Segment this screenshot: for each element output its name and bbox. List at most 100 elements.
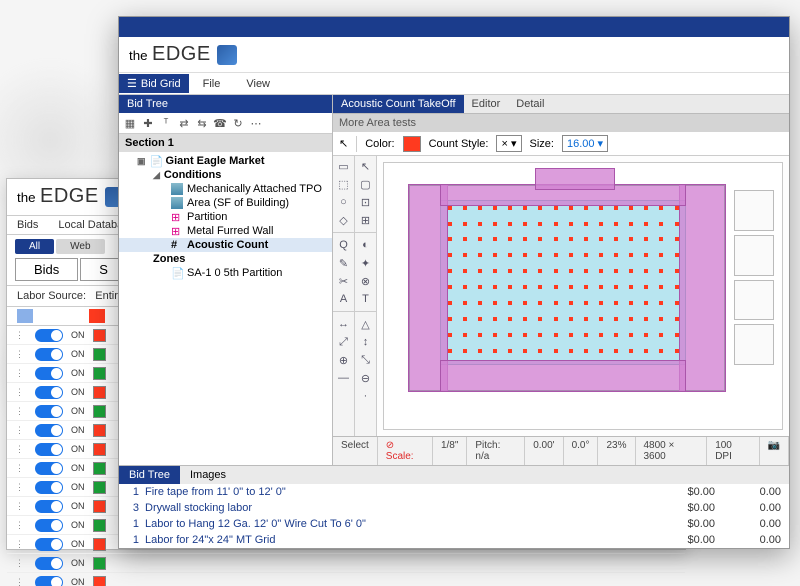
tool-icon[interactable]: ✚: [141, 116, 155, 130]
toggle-switch[interactable]: [35, 329, 63, 342]
pill-web[interactable]: Web: [56, 239, 104, 254]
vtool-icon[interactable]: ⊞: [358, 212, 374, 228]
cursor-icon[interactable]: ↖: [339, 137, 348, 150]
vtool-icon[interactable]: Q: [336, 237, 352, 253]
cell-bids[interactable]: Bids: [15, 258, 78, 281]
status-select[interactable]: Select: [333, 437, 378, 465]
vtool-icon[interactable]: ↕: [358, 334, 374, 350]
color-square[interactable]: [93, 519, 106, 532]
vtool-icon[interactable]: ⊖: [358, 370, 374, 386]
tool-icon[interactable]: ᵀ: [159, 116, 173, 130]
menu-view[interactable]: View: [234, 75, 282, 93]
vtool-icon[interactable]: ✎: [336, 255, 352, 271]
toggle-switch[interactable]: [35, 557, 63, 570]
color-square[interactable]: [93, 481, 106, 494]
toggle-switch[interactable]: [35, 367, 63, 380]
toggle-switch[interactable]: [35, 500, 63, 513]
color-swatch[interactable]: [403, 136, 421, 152]
vtool-icon[interactable]: ○: [336, 194, 352, 210]
count-marker: [584, 317, 588, 321]
pill-all[interactable]: All: [15, 239, 54, 254]
color-square[interactable]: [93, 462, 106, 475]
list-item[interactable]: 1Labor to Hang 12 Ga. 12' 0" Wire Cut To…: [119, 516, 789, 532]
tab-acoustic-count-takeoff[interactable]: Acoustic Count TakeOff: [333, 95, 464, 113]
toggle-switch[interactable]: [35, 348, 63, 361]
tree-node[interactable]: #Acoustic Count: [119, 238, 332, 252]
tab-bids[interactable]: Bids: [7, 216, 48, 234]
count-marker: [554, 349, 558, 353]
vtool-icon[interactable]: ▢: [358, 176, 374, 192]
bottom-tab-images[interactable]: Images: [180, 466, 236, 484]
tool-icon[interactable]: ⋯: [249, 116, 263, 130]
vtool-icon[interactable]: ↖: [358, 158, 374, 174]
list-item[interactable]: 1Labor for 24"x 24" MT Grid$0.000.00: [119, 532, 789, 548]
vtool-icon[interactable]: ◐: [358, 237, 374, 253]
count-marker: [554, 222, 558, 226]
color-square[interactable]: [93, 405, 106, 418]
tree-node[interactable]: ⊞Metal Furred Wall: [119, 224, 332, 238]
vtool-icon[interactable]: ⊗: [358, 273, 374, 289]
toggle-switch[interactable]: [35, 538, 63, 551]
vtool-icon[interactable]: ◇: [336, 212, 352, 228]
toggle-switch[interactable]: [35, 424, 63, 437]
color-square[interactable]: [93, 348, 106, 361]
count-style-select[interactable]: × ▾: [496, 135, 521, 152]
toggle-switch[interactable]: [35, 462, 63, 475]
vtool-icon[interactable]: T: [358, 291, 374, 307]
properties-row: ↖ Color: Count Style: × ▾ Size: 16.00 ▾: [333, 132, 789, 156]
color-square[interactable]: [93, 424, 106, 437]
menu-file[interactable]: File: [191, 75, 233, 93]
bottom-tab-bid-tree[interactable]: Bid Tree: [119, 466, 180, 484]
toggle-switch[interactable]: [35, 519, 63, 532]
vtool-icon[interactable]: ⊡: [358, 194, 374, 210]
vtool-icon[interactable]: ⤢: [336, 334, 352, 350]
drawing-canvas[interactable]: [377, 156, 789, 436]
list-item[interactable]: 1Fire tape from 11' 0" to 12' 0"$0.000.0…: [119, 484, 789, 500]
vtool-icon[interactable]: ✦: [358, 255, 374, 271]
toggle-switch[interactable]: [35, 386, 63, 399]
vtool-icon[interactable]: ·: [358, 388, 374, 404]
tab-editor[interactable]: Editor: [464, 95, 509, 113]
color-square[interactable]: [93, 538, 106, 551]
toggle-switch[interactable]: [35, 481, 63, 494]
tool-icon[interactable]: ▦: [123, 116, 137, 130]
tree-node[interactable]: ◢Conditions: [119, 168, 332, 182]
toggle-switch[interactable]: [35, 443, 63, 456]
count-marker: [538, 285, 542, 289]
toggle-switch[interactable]: [35, 405, 63, 418]
vtool-icon[interactable]: A: [336, 291, 352, 307]
color-square[interactable]: [93, 576, 106, 586]
color-square[interactable]: [93, 500, 106, 513]
vtool-icon[interactable]: —: [336, 370, 352, 386]
tree-node[interactable]: 📄SA-1 0 5th Partition: [119, 266, 332, 280]
vtool-icon[interactable]: ▭: [336, 158, 352, 174]
tree-node[interactable]: ⊞Partition: [119, 210, 332, 224]
tab-detail[interactable]: Detail: [508, 95, 552, 113]
color-square[interactable]: [93, 443, 106, 456]
color-square[interactable]: [93, 386, 106, 399]
tree-node[interactable]: Area (SF of Building): [119, 196, 332, 210]
color-square[interactable]: [93, 329, 106, 342]
tree-node[interactable]: Zones: [119, 252, 332, 266]
size-select[interactable]: 16.00 ▾: [562, 135, 608, 152]
status-scale[interactable]: ⊘ Scale:: [378, 437, 433, 465]
tree-node[interactable]: Mechanically Attached TPO: [119, 182, 332, 196]
tool-icon[interactable]: ↻: [231, 116, 245, 130]
vtool-icon[interactable]: ⤡: [358, 352, 374, 368]
color-square[interactable]: [93, 367, 106, 380]
vtool-icon[interactable]: ⊕: [336, 352, 352, 368]
vtool-icon[interactable]: ✂: [336, 273, 352, 289]
vtool-icon[interactable]: ⬚: [336, 176, 352, 192]
bid-grid-menu[interactable]: ☰ Bid Grid: [119, 74, 189, 93]
color-square[interactable]: [93, 557, 106, 570]
status-cam-icon[interactable]: 📷: [760, 437, 789, 465]
vtool-icon[interactable]: △: [358, 316, 374, 332]
list-item[interactable]: 3Drywall stocking labor$0.000.00: [119, 500, 789, 516]
toggle-switch[interactable]: [35, 576, 63, 586]
count-marker: [644, 253, 648, 257]
vtool-icon[interactable]: ↔: [336, 316, 352, 332]
tool-icon[interactable]: ⇆: [195, 116, 209, 130]
tool-icon[interactable]: ☎: [213, 116, 227, 130]
tree-node[interactable]: ▣📄Giant Eagle Market: [119, 154, 332, 168]
tool-icon[interactable]: ⇄: [177, 116, 191, 130]
